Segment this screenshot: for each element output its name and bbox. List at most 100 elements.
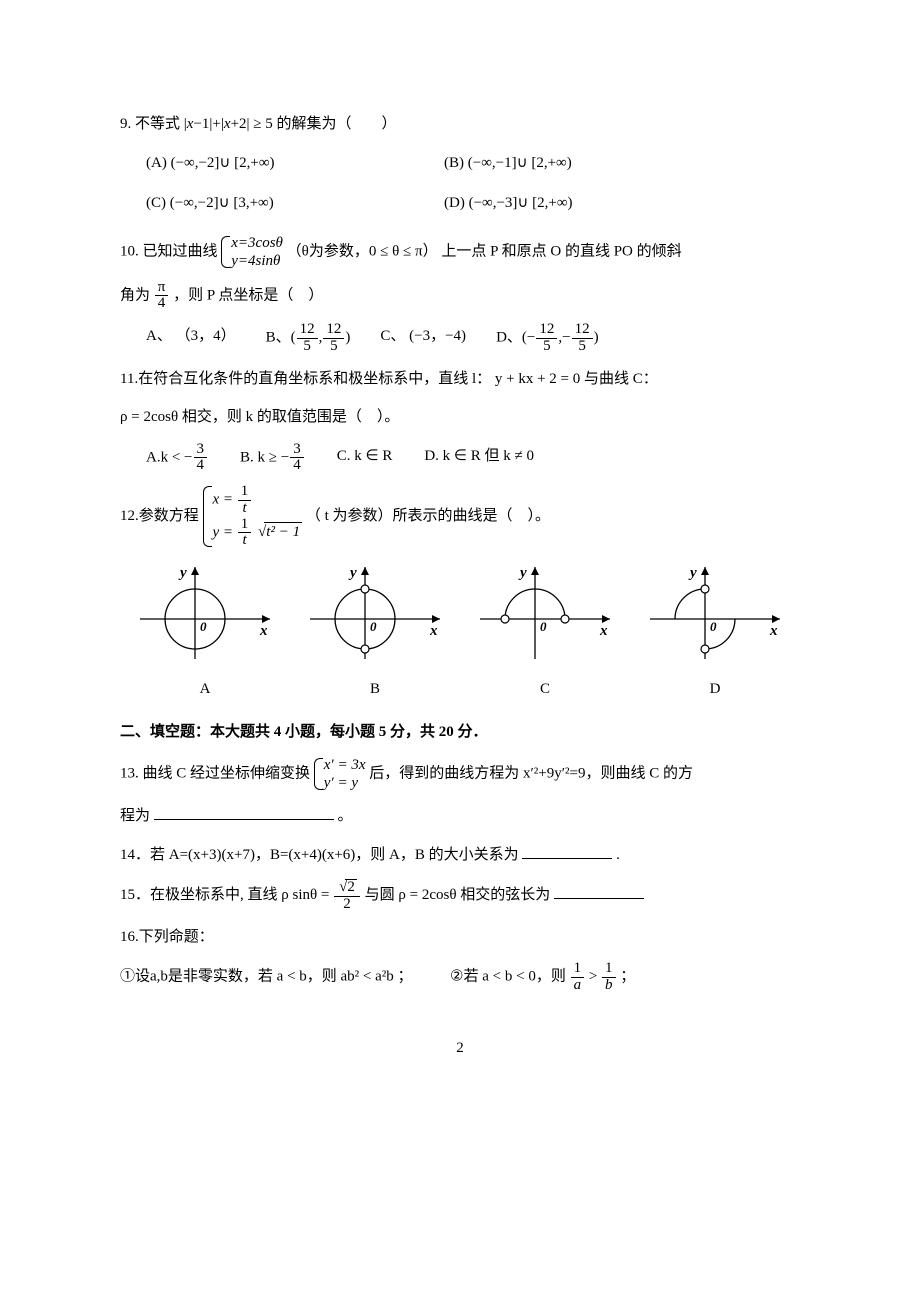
q10-p1: x=3cosθ — [231, 234, 283, 252]
question-12: 12.参数方程 x = 1t y = 1t t² − 1 （ t 为参数）所表示… — [120, 484, 800, 549]
svg-text:x: x — [259, 623, 268, 639]
q12-l2d: t — [238, 533, 252, 549]
q9-optA: (A) (−∞,−2]∪ [2,+∞) — [146, 149, 416, 178]
svg-text:x: x — [769, 623, 778, 639]
svg-text:0: 0 — [370, 619, 377, 634]
q11-C-text: k ∈ R — [351, 448, 393, 464]
q12-l2: y = 1t t² − 1 — [213, 517, 303, 550]
q10-options: A、 （3，4） B、(125,125) C、 (−3，−4) D、(−125,… — [120, 322, 800, 355]
q11-A-d: 4 — [194, 458, 208, 474]
question-13: 13. 曲线 C 经过坐标伸缩变换 x′ = 3x y′ = y 后，得到的曲线… — [120, 756, 800, 792]
q15-d: 2 — [334, 897, 360, 913]
q12-l2-pre: y = — [213, 524, 234, 540]
q11-s2: ρ = 2cosθ 相交，则 k 的取值范围是（ ）。 — [120, 409, 399, 425]
q16-p2-mid: > — [589, 969, 597, 985]
q16-f2n: 1 — [602, 961, 616, 978]
q11-A-pre: k < − — [161, 449, 193, 465]
q15-frac: 2 2 — [334, 879, 360, 913]
q10-optA: A、 （3，4） — [146, 322, 236, 355]
q10-p2: y=4sinθ — [231, 252, 283, 270]
page: 9. 不等式 |x−1|+|x+2| ≥ 5 的解集为（ ） (A) (−∞,−… — [0, 0, 920, 1102]
q9-optD: (D) (−∞,−3]∪ [2,+∞) — [444, 189, 573, 218]
q16-f1n: 1 — [571, 961, 585, 978]
q15-post: 与圆 ρ = 2cosθ 相交的弦长为 — [365, 887, 551, 903]
q10-B-n2: 12 — [323, 322, 344, 339]
q10-D-d2: 5 — [572, 339, 593, 355]
svg-text:0: 0 — [710, 619, 717, 634]
q10-pi4-n: π — [155, 280, 169, 297]
q16-f1: 1a — [571, 961, 585, 994]
q10-note: （θ为参数，0 ≤ θ ≤ π） — [287, 243, 438, 259]
q11-D-label: D. — [424, 448, 439, 464]
q13-l2: 程为 — [120, 808, 150, 824]
q9-optB: (B) (−∞,−1]∪ [2,+∞) — [444, 149, 572, 178]
q9-optC: (C) (−∞,−2]∪ [3,+∞) — [146, 189, 416, 218]
svg-text:x: x — [429, 623, 438, 639]
q12-root-val: t² − 1 — [264, 522, 302, 541]
q10-brace: x=3cosθ y=4sinθ — [221, 234, 283, 270]
q12-labA: A — [130, 675, 280, 704]
q10-B-d1: 5 — [297, 339, 318, 355]
q11-C-label: C. — [337, 448, 351, 464]
q12-l1: x = 1t — [213, 484, 303, 517]
page-number: 2 — [120, 1034, 800, 1063]
svg-text:y: y — [178, 565, 187, 581]
q12-diagrams: 0 x y 0 x y — [120, 559, 800, 669]
q16-p1: ①设a,b是非零实数，若 a < b，则 ab² < a²b ； — [120, 969, 413, 985]
question-13b: 程为 。 — [120, 802, 800, 831]
svg-text:y: y — [518, 565, 527, 581]
q11-options: A.k < −34 B. k ≥ −34 C. k ∈ R D. k ∈ R 但… — [120, 442, 800, 475]
q12-pre: 12.参数方程 — [120, 508, 199, 524]
section-2-title: 二、填空题：本大题共 4 小题，每小题 5 分，共 20 分． — [120, 718, 800, 747]
q12-l2n: 1 — [238, 517, 252, 534]
q9-stem-post: 的解集为（ ） — [277, 116, 397, 132]
q13-t1: x′ = 3x — [324, 756, 366, 774]
q10-pi4-d: 4 — [155, 296, 169, 312]
q16-p2-pre: ②若 a < b < 0，则 — [450, 969, 566, 985]
q10-B-d2: 5 — [323, 339, 344, 355]
q12-labD: D — [640, 675, 790, 704]
question-9: 9. 不等式 |x−1|+|x+2| ≥ 5 的解集为（ ） — [120, 110, 800, 139]
q9-options-row2: (C) (−∞,−2]∪ [3,+∞) (D) (−∞,−3]∪ [2,+∞) — [120, 189, 800, 218]
q10-optD: D、(−125,−125) — [496, 322, 599, 355]
q10-pi4: π 4 — [155, 280, 169, 313]
q10-A-label: A、 — [146, 328, 172, 344]
q10-pre: 10. 已知过曲线 — [120, 243, 218, 259]
svg-text:y: y — [348, 565, 357, 581]
q11-optA: A.k < −34 — [146, 442, 208, 475]
question-14: 14．若 A=(x+3)(x+7)，B=(x+4)(x+6)，则 A，B 的大小… — [120, 841, 800, 870]
question-10b: 角为 π 4 ，则 P 点坐标是（ ） — [120, 280, 800, 313]
q13-pre: 13. 曲线 C 经过坐标伸缩变换 — [120, 765, 310, 781]
q11-B-n: 3 — [290, 442, 304, 459]
svg-text:y: y — [688, 565, 697, 581]
q15-root: 2 — [345, 879, 357, 896]
question-11b: ρ = 2cosθ 相交，则 k 的取值范围是（ ）。 — [120, 403, 800, 432]
q12-l1n: 1 — [238, 484, 252, 501]
q12-post: （ t 为参数）所表示的曲线是（ ）。 — [306, 508, 550, 524]
q12-diag-B: 0 x y — [300, 559, 450, 669]
svg-text:0: 0 — [540, 619, 547, 634]
q12-diag-A: 0 x y — [130, 559, 280, 669]
question-11a: 11.在符合互化条件的直角坐标系和极坐标系中，直线 l： y + kx + 2 … — [120, 365, 800, 394]
q12-l1-pre: x = — [213, 492, 234, 508]
q10-optC: C、 (−3，−4) — [380, 322, 466, 355]
q10-mid: 上一点 P 和原点 O 的直线 PO 的倾斜 — [441, 243, 681, 259]
q10-D-n2: 12 — [572, 322, 593, 339]
q10-angle-pre: 角为 — [120, 287, 150, 303]
q14-stem: 14．若 A=(x+3)(x+7)，B=(x+4)(x+6)，则 A，B 的大小… — [120, 847, 519, 863]
q13-period: 。 — [338, 808, 353, 824]
q10-A-text: （3，4） — [176, 328, 236, 344]
q11-D-text: k ∈ R 但 k ≠ 0 — [439, 448, 534, 464]
q14-blank — [522, 843, 612, 859]
q9-expr: |x−1|+|x+2| ≥ 5 — [184, 116, 273, 132]
q13-blank — [154, 804, 334, 820]
q10-D-label: D、 — [496, 330, 522, 346]
q10-B-n1: 12 — [297, 322, 318, 339]
q10-C-text: (−3，−4) — [409, 328, 466, 344]
q11-A-label: A. — [146, 449, 161, 465]
q10-D-d1: 5 — [536, 339, 557, 355]
q12-l1d: t — [238, 501, 252, 517]
q13-mid: 后，得到的曲线方程为 x′²+9y′²=9，则曲线 C 的方 — [369, 765, 693, 781]
q10-C-label: C、 — [380, 328, 405, 344]
svg-text:x: x — [599, 623, 608, 639]
